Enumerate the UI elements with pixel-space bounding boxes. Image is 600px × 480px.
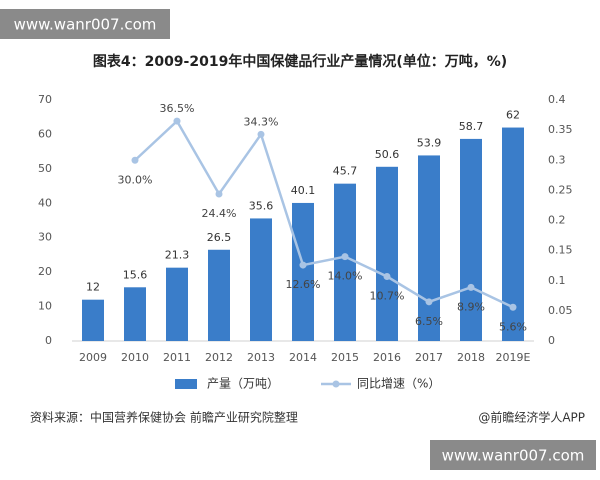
x-tick-label: 2018 [457, 351, 485, 364]
line-label: 8.9% [457, 300, 485, 313]
y-tick-label: 0 [45, 334, 52, 347]
line-point [131, 156, 139, 164]
bar [82, 299, 104, 341]
bar-label: 53.9 [417, 136, 442, 149]
legend-swatch [175, 379, 197, 389]
line-point [383, 273, 391, 281]
x-tick-label: 2015 [331, 351, 359, 364]
legend-label: 产量（万吨） [207, 377, 279, 391]
line [134, 119, 514, 309]
bar-label: 26.5 [207, 231, 232, 244]
x-tick-label: 2019E [496, 351, 531, 364]
bar [208, 249, 230, 341]
line-label: 14.0% [328, 270, 363, 283]
y2-tick-label: 0.25 [548, 183, 573, 196]
watermark: www.wanr007.com [442, 447, 585, 465]
bar [166, 267, 188, 341]
bar-label: 40.1 [291, 184, 316, 197]
bar-label: 50.6 [375, 148, 400, 161]
bar [334, 183, 356, 341]
x-tick-label: 2009 [79, 351, 107, 364]
bar-label: 21.3 [165, 249, 190, 262]
line-label: 30.0% [118, 173, 153, 186]
line-point [299, 261, 307, 269]
y-tick-label: 40 [38, 196, 52, 209]
line-label: 36.5% [160, 102, 195, 115]
bar [418, 155, 440, 341]
bar [124, 287, 146, 341]
watermark-box [430, 440, 596, 470]
y2-tick-label: 0.1 [548, 274, 566, 287]
y2-tick-label: 0.3 [548, 153, 566, 166]
bar-label: 45.7 [333, 165, 358, 178]
y-tick-label: 70 [38, 93, 52, 106]
y2-tick-label: 0.15 [548, 244, 573, 257]
y2-tick-label: 0.2 [548, 214, 566, 227]
line-point [467, 283, 475, 291]
x-tick-label: 2011 [163, 351, 191, 364]
line-point [509, 303, 517, 311]
line-point [425, 298, 433, 306]
bar [376, 166, 398, 341]
bar [502, 127, 524, 342]
line-label: 12.6% [286, 278, 321, 291]
bar-label: 15.6 [123, 268, 148, 281]
y-tick-label: 20 [38, 265, 52, 278]
x-tick-label: 2016 [373, 351, 401, 364]
x-tick-label: 2012 [205, 351, 233, 364]
x-tick-label: 2013 [247, 351, 275, 364]
line-label: 10.7% [370, 290, 405, 303]
credit: @前瞻经济学人APP [478, 410, 585, 425]
bar-label: 35.6 [249, 199, 274, 212]
x-tick-label: 2014 [289, 351, 317, 364]
legend-label: 同比增速（%） [357, 377, 440, 391]
watermark-box [0, 9, 170, 39]
watermark: www.wanr007.com [14, 16, 157, 34]
y-tick-label: 10 [38, 300, 52, 313]
x-tick-label: 2010 [121, 351, 149, 364]
source: 资料来源：中国营养保健协会 前瞻产业研究院整理 [30, 410, 298, 425]
chart-title: 图表4：2009-2019年中国保健品行业产量情况(单位：万吨，%) [93, 53, 507, 70]
y-tick-label: 60 [38, 127, 52, 140]
y2-tick-label: 0.35 [548, 123, 573, 136]
legend-swatch [332, 380, 340, 388]
bar-label: 12 [86, 281, 100, 294]
line-label: 5.6% [499, 320, 527, 333]
line-label: 6.5% [415, 315, 443, 328]
y2-tick-label: 0.05 [548, 304, 573, 317]
line-label: 24.4% [202, 207, 237, 220]
y-tick-label: 30 [38, 231, 52, 244]
x-tick-label: 2017 [415, 351, 443, 364]
bar-label: 58.7 [459, 120, 484, 133]
bar-label: 62 [506, 109, 520, 122]
line-point [215, 190, 223, 198]
bar [250, 218, 272, 341]
line-label: 34.3% [244, 115, 279, 128]
line-point [257, 130, 265, 138]
line-point [341, 253, 349, 261]
y2-tick-label: 0 [548, 334, 555, 347]
y-tick-label: 50 [38, 162, 52, 175]
line-point [173, 117, 181, 125]
bar [292, 202, 314, 341]
y2-tick-label: 0.4 [548, 93, 566, 106]
